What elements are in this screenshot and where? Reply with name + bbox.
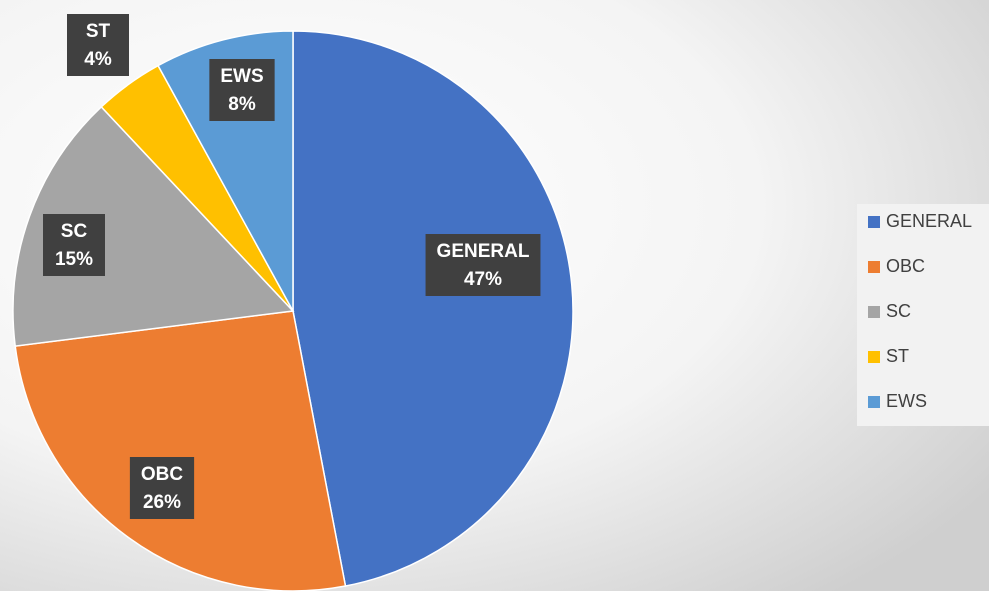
legend-label: GENERAL [886, 211, 972, 231]
data-label-value: 15% [55, 249, 93, 270]
legend-label: SC [886, 301, 911, 321]
data-label-box [425, 234, 541, 296]
data-label-box [67, 14, 129, 76]
data-label-name: GENERAL [437, 241, 530, 262]
legend-label: OBC [886, 256, 925, 276]
data-label-name: SC [61, 221, 88, 242]
data-label-box [129, 457, 195, 519]
data-label-name: OBC [141, 464, 184, 485]
data-label-name: EWS [220, 66, 263, 87]
legend-swatch [868, 396, 880, 408]
data-label-value: 8% [228, 94, 256, 115]
legend-swatch [868, 216, 880, 228]
data-label-box [43, 214, 105, 276]
legend-swatch [868, 261, 880, 273]
legend-swatch [868, 306, 880, 318]
pie-slice [292, 30, 574, 587]
data-label-value: 4% [84, 49, 112, 70]
legend-label: EWS [886, 391, 927, 411]
data-label-value: 26% [143, 492, 181, 513]
legend-label: ST [886, 346, 909, 366]
data-label-box [209, 59, 275, 121]
data-label-name: ST [86, 21, 111, 42]
legend-swatch [868, 351, 880, 363]
pie-slice [12, 105, 295, 347]
data-label-value: 47% [464, 269, 502, 290]
